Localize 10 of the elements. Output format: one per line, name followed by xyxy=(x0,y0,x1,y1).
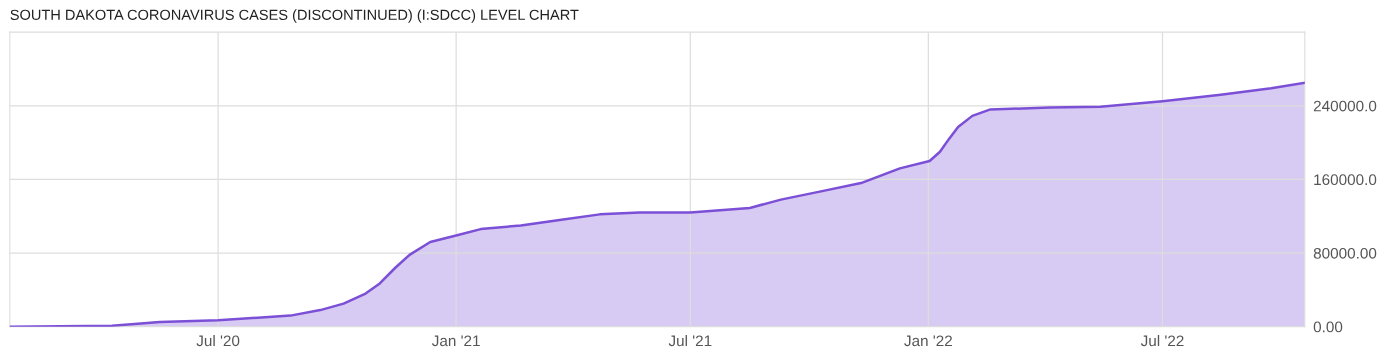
y-tick-label: 160000.0 xyxy=(1314,174,1377,186)
x-tick-label: Jul '20 xyxy=(196,334,240,347)
x-tick-label: Jul '22 xyxy=(1140,334,1184,347)
y-tick-label: 240000.0 xyxy=(1313,100,1377,112)
x-tick-label: Jul '21 xyxy=(668,334,712,347)
x-tick-label: Jan '22 xyxy=(904,335,952,347)
chart-title: SOUTH DAKOTA CORONAVIRUS CASES (DISCONTINUED) (I:SDCC) LEVEL CHART xyxy=(10,9,579,23)
x-tick-label: Jan '21 xyxy=(431,335,480,347)
y-tick-label: 0.00 xyxy=(1313,321,1343,333)
y-tick-label: 80000.00 xyxy=(1313,247,1377,259)
